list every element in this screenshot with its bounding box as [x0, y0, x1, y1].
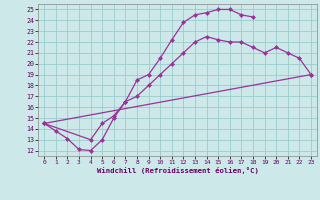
X-axis label: Windchill (Refroidissement éolien,°C): Windchill (Refroidissement éolien,°C): [97, 167, 259, 174]
